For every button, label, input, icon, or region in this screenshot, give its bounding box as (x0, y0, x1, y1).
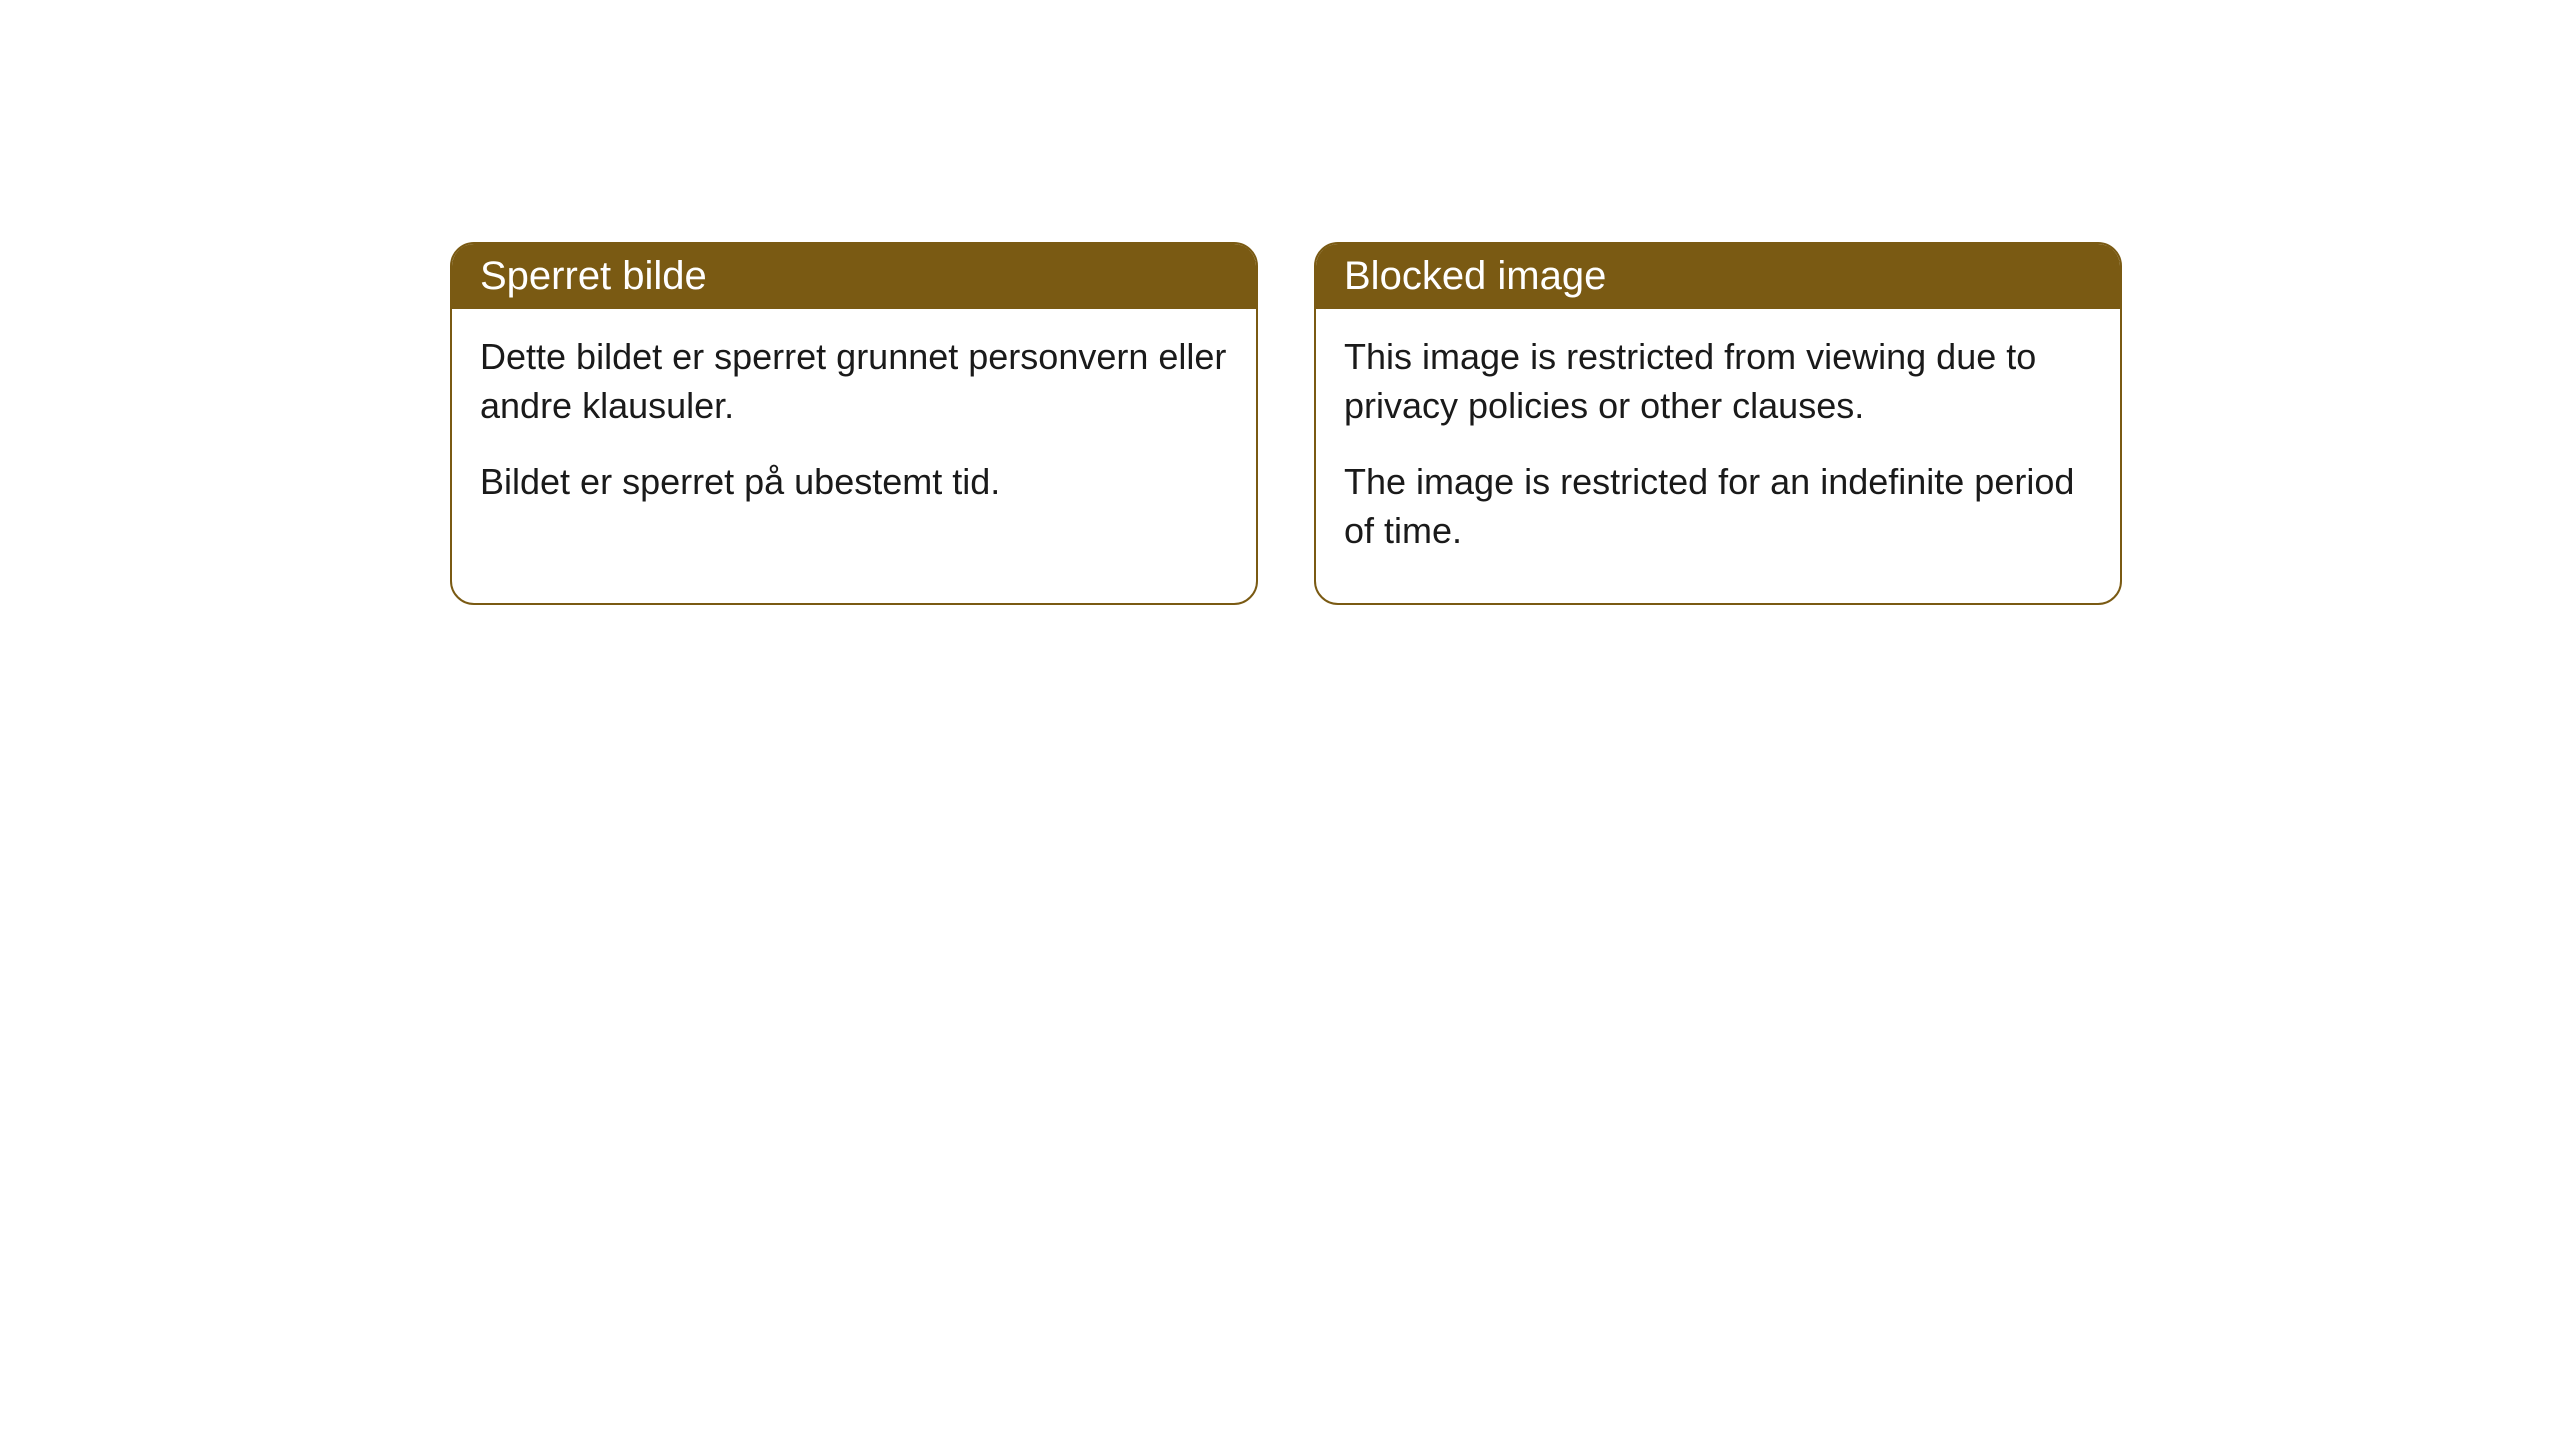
notice-cards-container: Sperret bilde Dette bildet er sperret gr… (450, 242, 2122, 605)
card-title: Blocked image (1344, 254, 1606, 298)
card-body: This image is restricted from viewing du… (1316, 309, 2120, 603)
card-body: Dette bildet er sperret grunnet personve… (452, 309, 1256, 555)
card-header: Sperret bilde (452, 244, 1256, 309)
card-paragraph: Bildet er sperret på ubestemt tid. (480, 458, 1228, 507)
card-header: Blocked image (1316, 244, 2120, 309)
card-title: Sperret bilde (480, 254, 707, 298)
blocked-image-card-norwegian: Sperret bilde Dette bildet er sperret gr… (450, 242, 1258, 605)
blocked-image-card-english: Blocked image This image is restricted f… (1314, 242, 2122, 605)
card-paragraph: This image is restricted from viewing du… (1344, 333, 2092, 430)
card-paragraph: Dette bildet er sperret grunnet personve… (480, 333, 1228, 430)
card-paragraph: The image is restricted for an indefinit… (1344, 458, 2092, 555)
